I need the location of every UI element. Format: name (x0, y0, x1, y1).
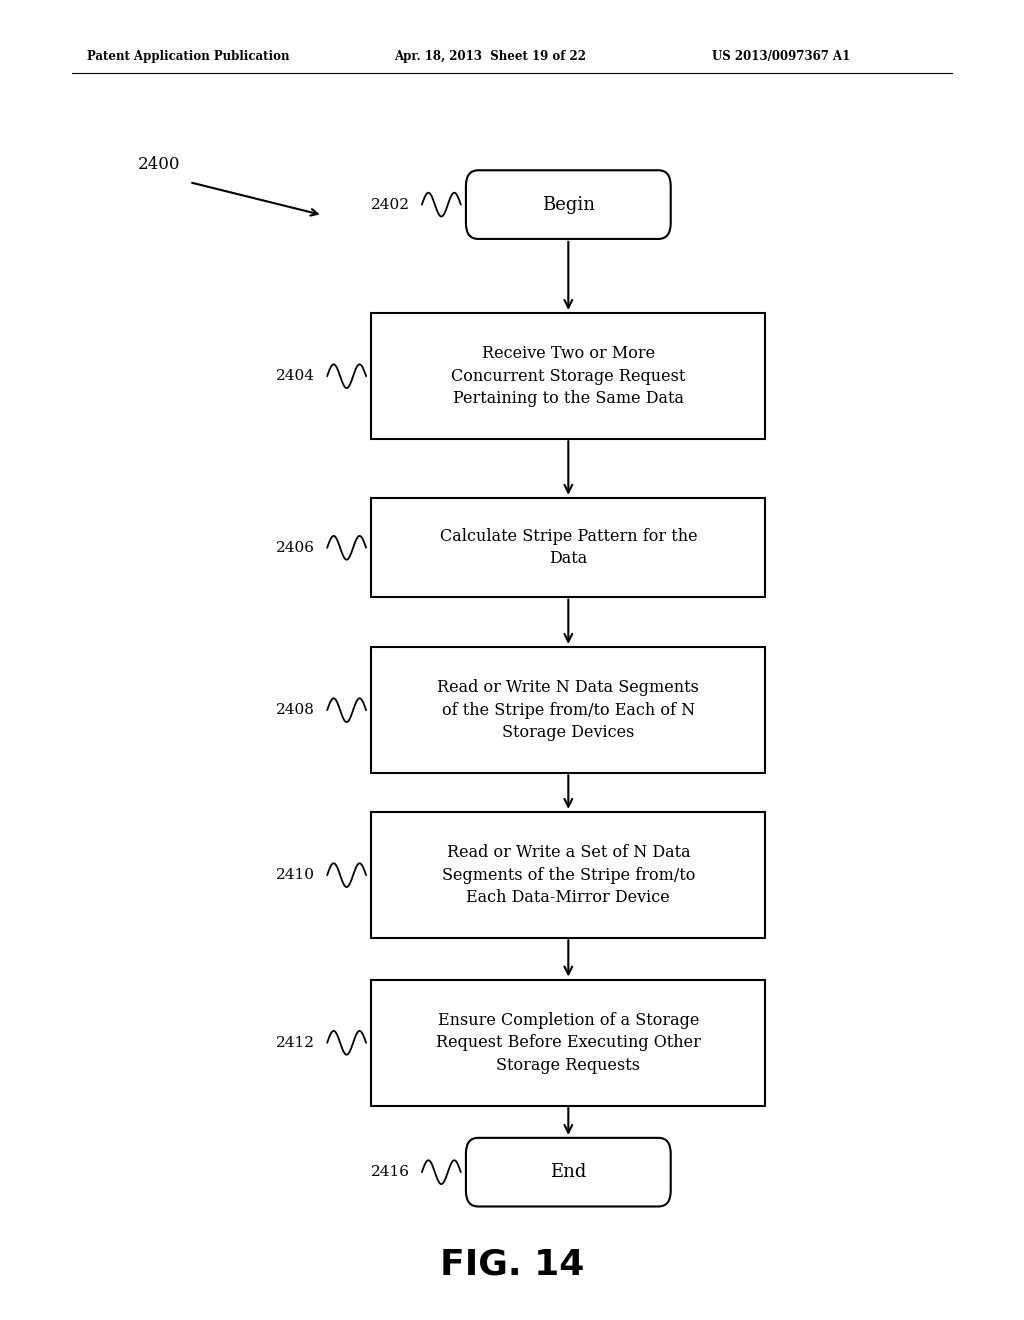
Text: 2410: 2410 (275, 869, 315, 882)
Bar (372, 813, 766, 937)
Text: 2404: 2404 (275, 370, 315, 383)
Text: US 2013/0097367 A1: US 2013/0097367 A1 (712, 50, 850, 63)
Text: Receive Two or More
Concurrent Storage Request
Pertaining to the Same Data: Receive Two or More Concurrent Storage R… (452, 346, 685, 407)
Text: Apr. 18, 2013  Sheet 19 of 22: Apr. 18, 2013 Sheet 19 of 22 (394, 50, 586, 63)
Text: 2412: 2412 (275, 1036, 315, 1049)
Bar (372, 313, 766, 438)
Text: End: End (550, 1163, 587, 1181)
Text: 2406: 2406 (275, 541, 315, 554)
Bar (372, 499, 766, 597)
Text: Patent Application Publication: Patent Application Publication (87, 50, 290, 63)
Text: FIG. 14: FIG. 14 (440, 1247, 584, 1282)
Text: Begin: Begin (542, 195, 595, 214)
Text: Read or Write N Data Segments
of the Stripe from/to Each of N
Storage Devices: Read or Write N Data Segments of the Str… (437, 680, 699, 741)
FancyBboxPatch shape (466, 1138, 671, 1206)
Text: 2416: 2416 (371, 1166, 410, 1179)
Bar (372, 979, 766, 1106)
FancyBboxPatch shape (466, 170, 671, 239)
Text: Read or Write a Set of N Data
Segments of the Stripe from/to
Each Data-Mirror De: Read or Write a Set of N Data Segments o… (441, 845, 695, 906)
Text: 2402: 2402 (371, 198, 410, 211)
Text: Ensure Completion of a Storage
Request Before Executing Other
Storage Requests: Ensure Completion of a Storage Request B… (436, 1012, 700, 1073)
Text: Calculate Stripe Pattern for the
Data: Calculate Stripe Pattern for the Data (439, 528, 697, 568)
Text: 2400: 2400 (138, 156, 181, 173)
Bar (372, 648, 766, 774)
Text: 2408: 2408 (276, 704, 315, 717)
